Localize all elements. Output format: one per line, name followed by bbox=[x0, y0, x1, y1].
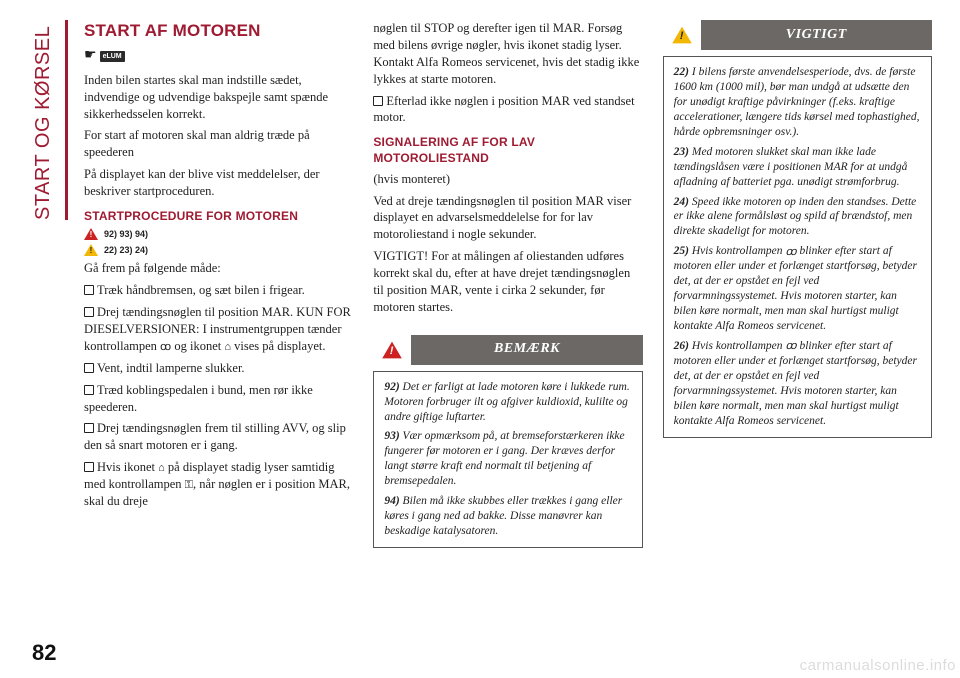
callout-number: 25) bbox=[674, 245, 689, 257]
list-item: Vent, indtil lamperne slukker. bbox=[84, 360, 353, 377]
callout-text: Hvis kontrollampen bbox=[689, 245, 785, 257]
callout-item: 93) Vær opmærksom på, at bremseforstærke… bbox=[384, 429, 631, 489]
callout-item: 26) Hvis kontrollampen ꝏ blinker efter s… bbox=[674, 339, 921, 429]
checkbox-icon bbox=[84, 285, 94, 295]
checkbox-icon bbox=[84, 385, 94, 395]
hand-icon: ☛ bbox=[84, 47, 97, 66]
list-text: Træd koblingspedalen i bund, men rør ikk… bbox=[84, 383, 313, 414]
manual-page: START OG KØRSEL START AF MOTOREN ☛ eLUM … bbox=[0, 0, 960, 678]
list-item: Træk håndbremsen, og sæt bilen i frigear… bbox=[84, 282, 353, 299]
list-text: vises på displayet. bbox=[231, 339, 325, 353]
column-2: nøglen til STOP og derefter igen til MAR… bbox=[373, 20, 642, 634]
callout-text: Bilen må ikke skubbes eller trækkes i ga… bbox=[384, 495, 622, 537]
callout-number: 22) bbox=[674, 66, 689, 78]
paragraph: For start af motoren skal man aldrig træ… bbox=[84, 127, 353, 161]
callout-text: Det er farligt at lade motoren køre i lu… bbox=[384, 381, 629, 423]
paragraph: Inden bilen startes skal man indstille s… bbox=[84, 72, 353, 123]
list-item: Drej tændingsnøglen til position MAR. KU… bbox=[84, 304, 353, 355]
glowplug-icon: ꝏ bbox=[785, 339, 796, 353]
checkbox-icon bbox=[84, 462, 94, 472]
list-text: Vent, indtil lamperne slukker. bbox=[97, 361, 245, 375]
list-text: Drej tændingsnøglen frem til stilling AV… bbox=[84, 421, 346, 452]
callout-number: 94) bbox=[384, 495, 399, 507]
watermark: carmanualsonline.info bbox=[800, 657, 956, 674]
list-text: og ikonet bbox=[171, 339, 224, 353]
callout-item: 23) Med motoren slukket skal man ikke la… bbox=[674, 145, 921, 190]
glowplug-icon: ꝏ bbox=[785, 245, 796, 259]
callout-item: 22) I bilens første anvendelsesperiode, … bbox=[674, 65, 921, 140]
warning-refs-red: 92) 93) 94) bbox=[84, 228, 353, 240]
callout-item: 25) Hvis kontrollampen ꝏ blinker efter s… bbox=[674, 244, 921, 334]
list-text: Efterlad ikke nøglen i position MAR ved … bbox=[373, 94, 634, 125]
page-number: 82 bbox=[32, 640, 56, 666]
section-tab: START OG KØRSEL bbox=[28, 20, 68, 220]
warning-triangle-yellow-icon bbox=[84, 244, 98, 256]
callout-body-vigtigt: 22) I bilens første anvendelsesperiode, … bbox=[663, 56, 932, 438]
elum-badge-row: ☛ eLUM bbox=[84, 47, 125, 66]
callout-number: 92) bbox=[384, 381, 399, 393]
callout-item: 24) Speed ikke motoren op inden den stan… bbox=[674, 195, 921, 240]
content-columns: START AF MOTOREN ☛ eLUM Inden bilen star… bbox=[84, 20, 932, 634]
callout-icon-wrap bbox=[373, 335, 411, 365]
callout-text: Vær opmærksom på, at bremseforstærkeren … bbox=[384, 430, 624, 487]
warning-refs-yellow: 22) 23) 24) bbox=[84, 244, 353, 256]
list-item: Træd koblingspedalen i bund, men rør ikk… bbox=[84, 382, 353, 416]
preheat-lamp-icon: ⌂ bbox=[158, 461, 165, 476]
glowplug-icon: ꝏ bbox=[160, 340, 171, 355]
checkbox-icon bbox=[84, 423, 94, 433]
callout-text: Hvis kontrollampen bbox=[689, 340, 785, 352]
heading-signalering: SIGNALERING AF FOR LAV MOTOROLIESTAND bbox=[373, 134, 642, 166]
callout-title: VIGTIGT bbox=[701, 26, 932, 45]
column-1: START AF MOTOREN ☛ eLUM Inden bilen star… bbox=[84, 20, 353, 634]
paragraph: Gå frem på følgende måde: bbox=[84, 260, 353, 277]
callout-item: 94) Bilen må ikke skubbes eller trækkes … bbox=[384, 494, 631, 539]
callout-number: 93) bbox=[384, 430, 399, 442]
list-text: Træk håndbremsen, og sæt bilen i frigear… bbox=[97, 283, 305, 297]
callout-title: BEMÆRK bbox=[411, 340, 642, 359]
heading-start-af-motoren: START AF MOTOREN bbox=[84, 20, 353, 43]
checkbox-icon bbox=[373, 96, 383, 106]
key-icon: ⚿ bbox=[185, 478, 193, 493]
callout-body-bemaerk: 92) Det er farligt at lade motoren køre … bbox=[373, 371, 642, 548]
warning-triangle-yellow-icon bbox=[672, 27, 692, 44]
callout-number: 26) bbox=[674, 340, 689, 352]
column-3: VIGTIGT 22) I bilens første anvendelsesp… bbox=[663, 20, 932, 634]
callout-text: blinker efter start af motoren eller und… bbox=[674, 245, 917, 332]
heading-startprocedure: STARTPROCEDURE FOR MOTOREN bbox=[84, 208, 353, 224]
callout-icon-wrap bbox=[663, 20, 701, 50]
warning-triangle-red-icon bbox=[383, 341, 403, 358]
warning-triangle-red-icon bbox=[84, 228, 98, 240]
spacer bbox=[373, 321, 642, 335]
section-tab-label: START OG KØRSEL bbox=[32, 26, 55, 220]
callout-number: 24) bbox=[674, 196, 689, 208]
paragraph: VIGTIGT! For at målingen af oliestanden … bbox=[373, 248, 642, 316]
callout-text: I bilens første anvendelsesperiode, dvs.… bbox=[674, 66, 920, 138]
list-text: Hvis ikonet bbox=[97, 460, 158, 474]
paragraph: nøglen til STOP og derefter igen til MAR… bbox=[373, 20, 642, 88]
list-item: Hvis ikonet ⌂ på displayet stadig lyser … bbox=[84, 459, 353, 510]
checkbox-icon bbox=[84, 307, 94, 317]
paragraph: På displayet kan der blive vist meddelel… bbox=[84, 166, 353, 200]
callout-number: 23) bbox=[674, 146, 689, 158]
checkbox-icon bbox=[84, 363, 94, 373]
callout-header-bemaerk: BEMÆRK bbox=[373, 335, 642, 365]
elum-badge: eLUM bbox=[100, 51, 125, 62]
callout-text: Speed ikke motoren op inden den standses… bbox=[674, 196, 917, 238]
ref-numbers: 92) 93) 94) bbox=[104, 228, 148, 240]
paragraph: (hvis monteret) bbox=[373, 171, 642, 188]
callout-header-vigtigt: VIGTIGT bbox=[663, 20, 932, 50]
callout-item: 92) Det er farligt at lade motoren køre … bbox=[384, 380, 631, 425]
list-item: Drej tændingsnøglen frem til stilling AV… bbox=[84, 420, 353, 454]
callout-text: Med motoren slukket skal man ikke lade t… bbox=[674, 146, 908, 188]
paragraph: Ved at dreje tændingsnøglen til position… bbox=[373, 193, 642, 244]
ref-numbers: 22) 23) 24) bbox=[104, 244, 148, 256]
list-item: Efterlad ikke nøglen i position MAR ved … bbox=[373, 93, 642, 127]
